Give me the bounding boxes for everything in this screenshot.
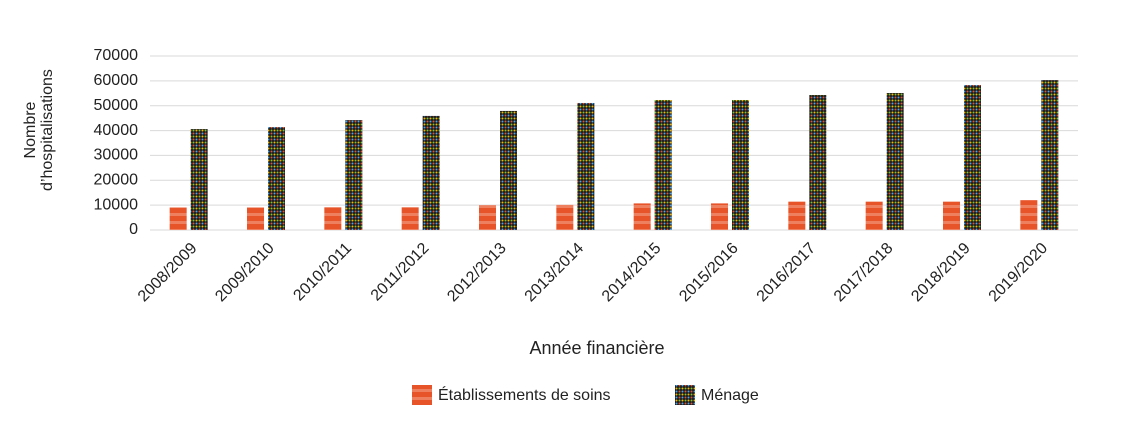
bar <box>500 110 517 230</box>
bar <box>190 129 208 230</box>
legend-label: Établissements de soins <box>438 385 611 404</box>
legend-swatch <box>675 385 695 405</box>
legend-label: Ménage <box>701 387 759 404</box>
bar <box>809 95 827 230</box>
y-tick-label: 30000 <box>94 147 139 164</box>
bar <box>1020 200 1038 230</box>
y-tick-label: 20000 <box>94 172 139 189</box>
y-tick-label: 70000 <box>94 47 139 64</box>
y-tick-label: 0 <box>129 221 138 238</box>
y-tick-label: 60000 <box>94 72 139 89</box>
bar <box>422 115 440 230</box>
x-tick-label: 2009/2010 <box>212 240 278 306</box>
x-tick-label: 2017/2018 <box>831 240 897 306</box>
bar <box>345 120 363 230</box>
x-tick-label: 2018/2019 <box>908 240 974 306</box>
y-tick-label: 50000 <box>94 97 139 114</box>
bar <box>654 99 672 230</box>
bar <box>886 93 904 230</box>
bar <box>268 127 285 230</box>
x-tick-label: 2015/2016 <box>676 240 742 306</box>
bar <box>943 201 960 230</box>
bar <box>711 203 728 230</box>
bar <box>479 205 496 230</box>
x-tick-label: 2008/2009 <box>135 240 201 306</box>
x-tick-label: 2016/2017 <box>754 240 820 306</box>
x-tick-label: 2012/2013 <box>444 240 510 306</box>
bar <box>401 207 419 230</box>
bar <box>169 207 187 230</box>
bar <box>1041 80 1059 231</box>
x-tick-label: 2019/2020 <box>986 240 1052 306</box>
bar <box>865 201 883 230</box>
x-tick-label: 2010/2011 <box>290 240 355 305</box>
bar <box>577 102 595 230</box>
bar <box>633 203 651 230</box>
y-tick-label: 10000 <box>94 196 139 213</box>
bar <box>788 201 806 230</box>
bar <box>556 204 574 230</box>
bar <box>964 85 981 230</box>
x-tick-label: 2014/2015 <box>599 240 665 306</box>
bar <box>324 207 342 230</box>
x-tick-label: 2013/2014 <box>522 240 588 306</box>
bar <box>247 207 264 230</box>
x-axis-title: Année financière <box>529 338 664 358</box>
y-axis-title: Nombre d’hospitalisations <box>22 69 56 191</box>
y-tick-label: 40000 <box>94 122 139 139</box>
legend-swatch <box>412 385 432 405</box>
bar <box>732 99 749 230</box>
x-tick-label: 2011/2012 <box>368 240 433 305</box>
